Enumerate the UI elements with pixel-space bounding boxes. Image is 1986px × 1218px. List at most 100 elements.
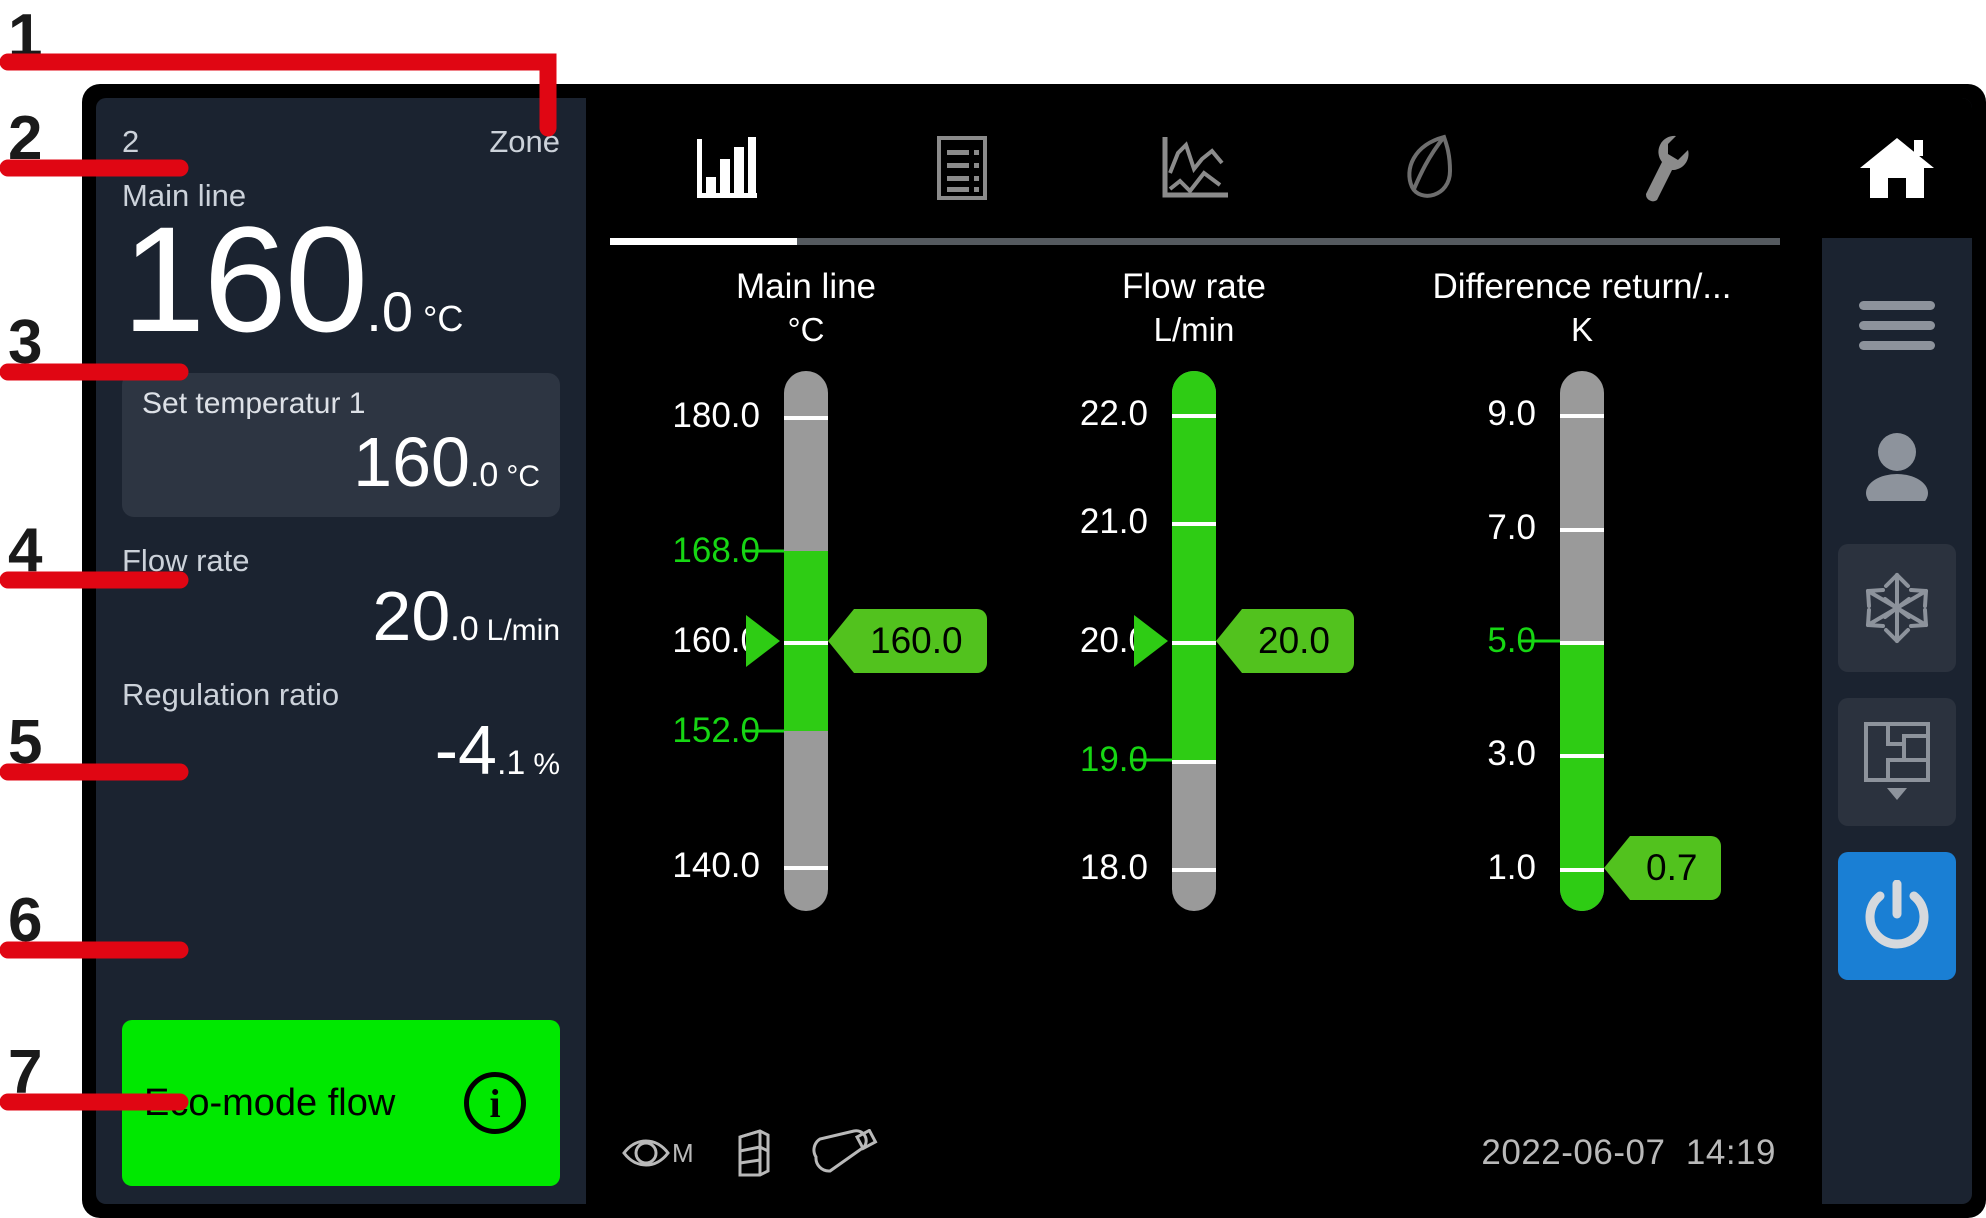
tab-underline-active xyxy=(610,238,797,245)
user-icon xyxy=(1866,433,1928,501)
gauge-limit-line xyxy=(744,729,784,733)
container-icon[interactable] xyxy=(734,1127,772,1179)
regulation-ratio-int: -4 xyxy=(434,710,497,789)
gauge-main-line-unit: °C xyxy=(787,311,825,348)
gauge-tick-label: 18.0 xyxy=(1079,847,1148,887)
gauge-limit-line xyxy=(744,549,784,553)
gauge-tick xyxy=(1172,414,1216,419)
regulation-ratio-value: -4 .1 % xyxy=(122,715,560,785)
gauge-tick xyxy=(1560,754,1604,759)
regulation-ratio-unit: % xyxy=(533,747,560,781)
gauge-tick xyxy=(1172,759,1216,764)
main-line-value-int: 160 xyxy=(122,195,368,363)
power-button[interactable] xyxy=(1838,852,1956,980)
gauge-tick-label: 7.0 xyxy=(1487,507,1536,547)
regulation-ratio-metric: Regulation ratio -4 .1 % xyxy=(122,677,560,785)
document-list-icon xyxy=(936,136,987,200)
gauge-tick xyxy=(1560,641,1604,645)
gauge-tick-label: 180.0 xyxy=(672,395,760,435)
gauge-tick-label: 1.0 xyxy=(1487,847,1536,887)
set-temperature-dec: .0 xyxy=(469,455,499,494)
status-icon-group: M xyxy=(622,1127,878,1179)
gauge-main-line: Main line °C 180.0 168.0 160.0 152.0 140… xyxy=(612,267,1000,1112)
zone-header: 2 Zone xyxy=(122,124,560,160)
gauge-main-line-value-badge: 160.0 xyxy=(828,609,987,673)
gauge-tick-label: 9.0 xyxy=(1487,394,1536,434)
gauge-tick xyxy=(1172,641,1216,645)
callout-number-2: 2 xyxy=(8,104,43,173)
menu-button[interactable] xyxy=(1845,274,1949,378)
info-icon[interactable]: i xyxy=(464,1072,526,1134)
cooling-button[interactable] xyxy=(1838,544,1956,672)
main-line-label: Main line xyxy=(122,178,247,213)
gauge-main-line-title: Main line xyxy=(735,267,877,306)
regulation-ratio-dec: .1 xyxy=(496,743,526,782)
gauge-flow-rate-value-badge: 20.0 xyxy=(1215,609,1355,673)
tab-eco[interactable] xyxy=(1313,98,1547,238)
gauge-tick xyxy=(784,641,828,645)
gauge-limit-line xyxy=(1132,758,1172,762)
line-chart-icon xyxy=(1162,137,1229,198)
gauge-tick-label: 3.0 xyxy=(1487,734,1536,774)
callout-number-4: 4 xyxy=(8,516,43,585)
flow-rate-label: Flow rate xyxy=(122,542,250,578)
gauge-difference-return-value-badge: 0.7 xyxy=(1603,835,1722,900)
eye-monitor-icon[interactable]: M xyxy=(622,1131,700,1175)
gauge-tick-label: 22.0 xyxy=(1079,394,1148,434)
flow-rate-value: 20 .0 L/min xyxy=(122,581,560,651)
gauge-difference-return-body[interactable]: 9.0 7.0 5.0 3.0 1.0 0.7 xyxy=(1388,371,1776,911)
gauge-flow-rate-body[interactable]: 22.0 21.0 20.0 19.0 18.0 20.0 xyxy=(1000,371,1388,911)
hamburger-menu-icon xyxy=(1859,301,1935,350)
callout-number-7: 7 xyxy=(8,1038,43,1107)
gauge-limit-line xyxy=(1520,639,1560,643)
tab-bar xyxy=(586,98,1822,238)
gauge-tick xyxy=(1560,414,1604,419)
gauge-flow-rate-title: Flow rate xyxy=(1122,267,1266,306)
gauge-tick xyxy=(784,415,828,420)
gauge-row: Main line °C 180.0 168.0 160.0 152.0 140… xyxy=(586,245,1822,1112)
gauge-setpoint-pointer xyxy=(1134,615,1168,667)
gauge-difference-return-band xyxy=(1560,641,1604,911)
gauge-tick-label: 140.0 xyxy=(672,846,760,886)
main-line-value: 160 .0 °C xyxy=(122,195,560,363)
callout-number-5: 5 xyxy=(8,708,43,777)
usb-stick-icon[interactable] xyxy=(806,1129,878,1177)
callout-number-6: 6 xyxy=(8,886,43,955)
gauge-tick-label: 160.0 xyxy=(672,621,760,660)
tab-protocol[interactable] xyxy=(844,98,1078,238)
leaf-icon xyxy=(1407,134,1453,198)
flow-rate-metric: Flow rate 20 .0 L/min xyxy=(122,543,560,651)
gauge-tick xyxy=(1172,522,1216,527)
eco-mode-flow-button[interactable]: Eco-mode flow i xyxy=(122,1020,560,1186)
zone-title: Zone xyxy=(489,124,560,159)
set-temperature-unit: °C xyxy=(506,459,540,493)
zone-select-icon xyxy=(1864,722,1930,800)
flow-rate-int: 20 xyxy=(372,576,451,655)
gauge-difference-return-title: Difference return/... xyxy=(1432,267,1732,306)
gauge-tick xyxy=(1172,867,1216,872)
main-line-value-dec: .0 xyxy=(366,280,413,343)
home-icon xyxy=(1860,138,1934,198)
gauge-difference-return-unit: K xyxy=(1570,311,1593,348)
set-temperature-card[interactable]: Set temperatur 1 160 .0 °C xyxy=(122,372,560,517)
right-rail xyxy=(1822,98,1972,1204)
tab-trend[interactable] xyxy=(1079,98,1313,238)
home-button[interactable] xyxy=(1822,98,1972,238)
gauge-tick-label: 21.0 xyxy=(1079,502,1148,542)
regulation-ratio-label: Regulation ratio xyxy=(122,676,340,712)
user-button[interactable] xyxy=(1845,414,1949,518)
tab-overview[interactable] xyxy=(610,98,844,238)
tab-underline xyxy=(610,238,1780,245)
device-screen: 2 Zone Main line 160 .0 °C Set temperatu… xyxy=(82,84,1986,1218)
zone-select-button[interactable] xyxy=(1838,698,1956,826)
main-line-unit: °C xyxy=(422,298,464,339)
tab-service[interactable] xyxy=(1548,98,1782,238)
set-temperature-value: 160 .0 °C xyxy=(142,427,540,497)
svg-text:M: M xyxy=(672,1138,694,1168)
gauge-difference-return: Difference return/... K 9.0 7.0 5.0 3.0 … xyxy=(1388,267,1776,1112)
gauge-main-line-body[interactable]: 180.0 168.0 160.0 152.0 140.0 160.0 xyxy=(612,371,1000,911)
gauge-flow-rate-unit: L/min xyxy=(1153,311,1235,348)
gauge-tick xyxy=(1560,527,1604,532)
zone-detail-panel: 2 Zone Main line 160 .0 °C Set temperatu… xyxy=(96,98,586,1204)
status-timestamp: 2022-06-07 14:19 xyxy=(1481,1133,1776,1173)
